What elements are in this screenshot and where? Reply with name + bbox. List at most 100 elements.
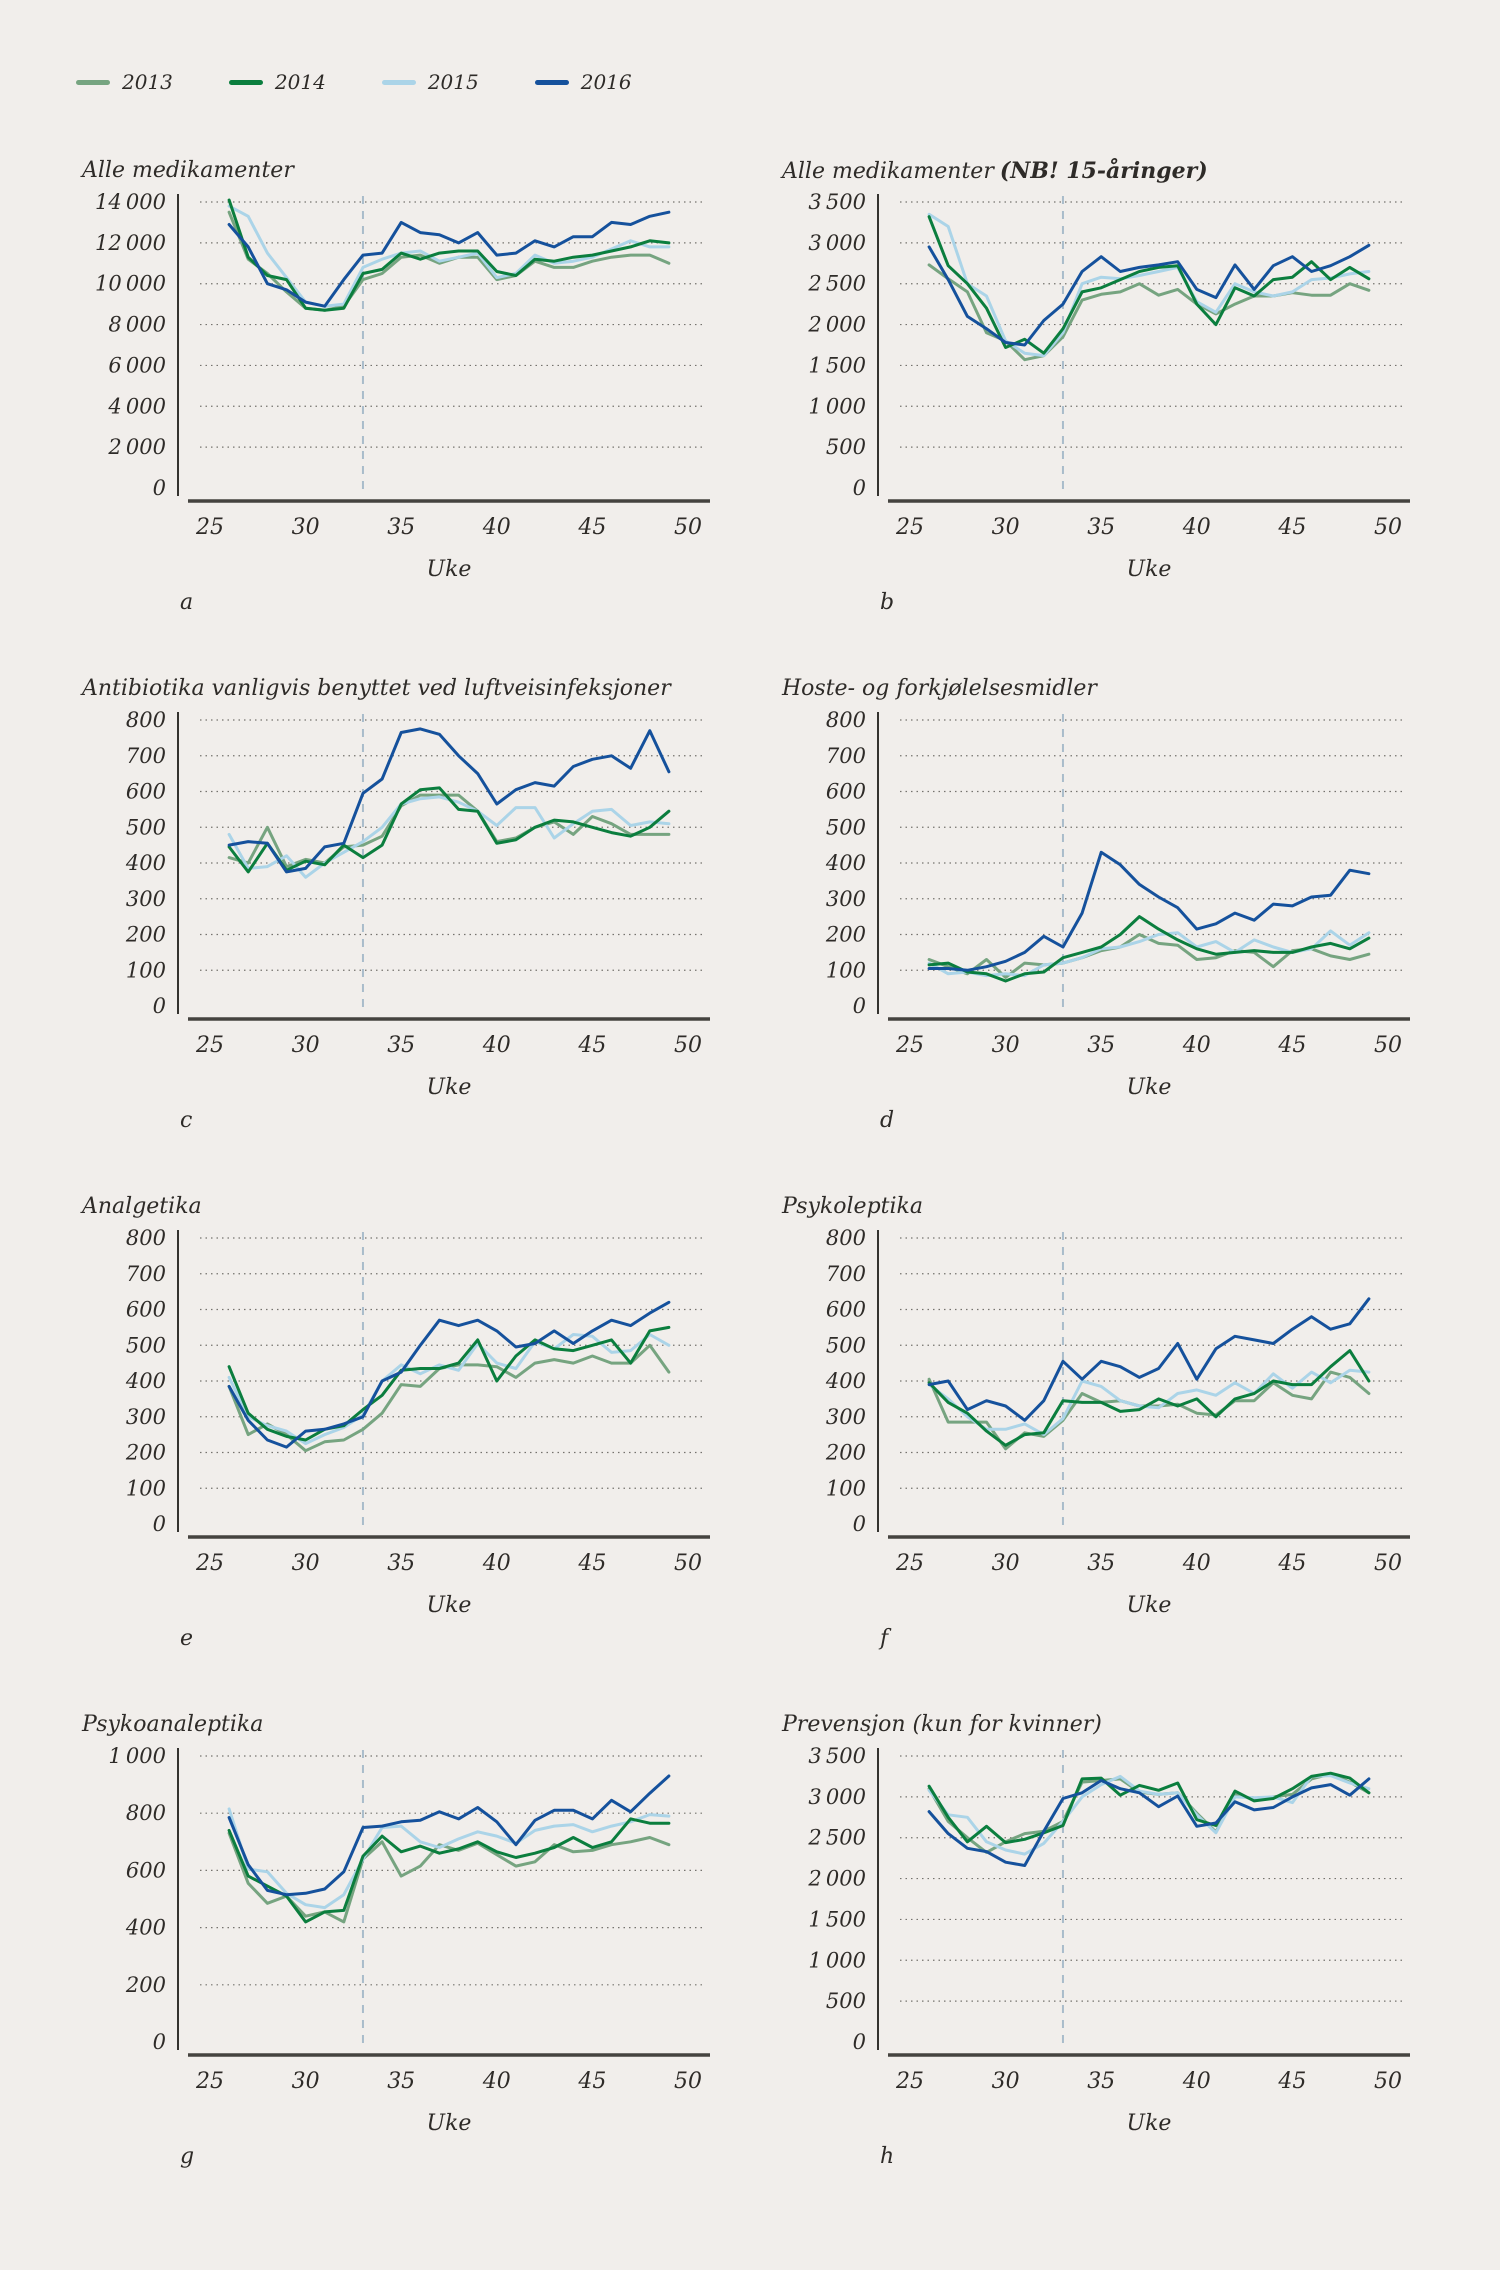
x-axis-label: Uke [1127, 2111, 1172, 2136]
x-axis-label: Uke [1127, 1075, 1172, 1100]
x-tick-label: 50 [674, 1033, 702, 1058]
y-tick-label: 3 000 [808, 1785, 866, 1809]
y-tick-label: 500 [126, 815, 166, 839]
y-tick-label: 2 000 [807, 313, 866, 337]
line-chart: 0 2 000 4 000 6 000 8 000 10 000 12 000 14 000 2… [95, 190, 710, 582]
y-tick-label: 500 [826, 1989, 866, 2013]
x-tick-label: 30 [292, 515, 320, 540]
panel-letter: f [880, 1626, 889, 1651]
x-tick-label: 25 [895, 1033, 924, 1058]
y-tick-label: 700 [126, 1262, 166, 1286]
figure-legend: 2013 2014 2015 2016 [0, 0, 1500, 94]
y-tick-label: 200 [125, 1441, 166, 1465]
y-tick-label: 800 [826, 1226, 866, 1250]
series-line-2014 [227, 1817, 671, 1924]
y-tick-label: 100 [826, 958, 866, 982]
chart-panel-e: Analgetika 0 100 200 300 400 500 600 700 800 25 30 3… [58, 1192, 758, 1654]
x-tick-label: 35 [387, 515, 415, 540]
series-line-2015 [927, 1774, 1371, 1856]
legend-swatch-2016 [534, 79, 569, 85]
x-tick-label: 50 [674, 1551, 702, 1576]
series-line-2016 [227, 1774, 671, 1897]
chart-title-text: Alle medikamenter [782, 159, 994, 184]
chart-title-text: Analgetika [82, 1194, 202, 1219]
y-tick-label: 1 500 [808, 353, 866, 377]
x-tick-label: 50 [1374, 1033, 1402, 1058]
x-tick-label: 35 [1087, 2069, 1115, 2094]
x-tick-label: 45 [1277, 515, 1306, 540]
series-line-2016 [927, 850, 1371, 972]
series-line-2014 [227, 198, 671, 312]
chart-panel-c: Antibiotika vanligvis benyttet ved luftv… [58, 674, 758, 1136]
y-tick-label: 700 [826, 744, 866, 768]
x-tick-label: 25 [895, 1551, 924, 1576]
y-tick-label: 0 [853, 476, 866, 500]
series-line-2014 [227, 1325, 671, 1442]
y-tick-label: 600 [126, 1298, 166, 1322]
panel-letter: g [180, 2144, 195, 2169]
y-tick-label: 800 [126, 1226, 166, 1250]
series-line-2016 [227, 210, 671, 308]
x-tick-label: 35 [387, 2069, 415, 2094]
y-tick-label: 0 [153, 1512, 166, 1536]
line-chart: 0 100 200 300 400 500 600 700 800 25 30 35 40 45 50 Uke [125, 1226, 710, 1618]
line-chart: 0 200 400 600 800 1 000 25 30 35 40 45 50 Uke [108, 1744, 710, 2136]
x-tick-label: 45 [1277, 2069, 1306, 2094]
y-tick-label: 0 [853, 2030, 866, 2054]
y-tick-label: 0 [853, 1512, 866, 1536]
legend-swatch-2014 [228, 79, 263, 85]
y-tick-label: 1 000 [808, 394, 866, 418]
x-tick-label: 45 [577, 1033, 606, 1058]
series-line-2013 [227, 793, 671, 869]
x-tick-label: 25 [195, 2069, 224, 2094]
panel-letter: b [880, 590, 895, 615]
line-chart: 0 100 200 300 400 500 600 700 800 25 30 35 40 45 50 Uke [125, 708, 710, 1100]
y-tick-label: 2 000 [107, 435, 166, 459]
chart-title: Hoste- og forkjølelsesmidler [782, 674, 1458, 706]
panel-letter: e [180, 1626, 194, 1651]
y-tick-label: 800 [126, 1801, 166, 1825]
y-tick-label: 2 000 [807, 1867, 866, 1891]
panel-letter: a [180, 590, 194, 615]
chart-panel-a: Alle medikamenter 0 2 000 4 000 6 000 8 000 10… [58, 156, 758, 618]
x-tick-label: 25 [195, 515, 224, 540]
series-line-2014 [927, 915, 1371, 983]
chart-title: Alle medikamenter (NB! 15-åringer) [782, 156, 1458, 188]
chart-title: Prevensjon (kun for kvinner) [782, 1710, 1458, 1742]
x-tick-label: 30 [992, 2069, 1020, 2094]
y-tick-label: 4 000 [107, 394, 166, 418]
chart-title: Alle medikamenter [82, 156, 758, 188]
y-tick-label: 0 [153, 994, 166, 1018]
x-tick-label: 40 [482, 1551, 511, 1576]
legend-item-2016: 2016 [534, 70, 632, 94]
y-tick-label: 100 [826, 1476, 866, 1500]
x-axis-label: Uke [1127, 557, 1172, 582]
y-tick-label: 6 000 [108, 353, 166, 377]
series-line-2014 [927, 1349, 1371, 1447]
x-tick-label: 25 [195, 1551, 224, 1576]
y-tick-label: 12 000 [95, 231, 166, 255]
y-tick-label: 200 [825, 1441, 866, 1465]
y-tick-label: 600 [126, 1858, 166, 1882]
line-chart: 0 100 200 300 400 500 600 700 800 25 30 35 40 45 50 Uke [825, 708, 1410, 1100]
y-tick-label: 500 [126, 1333, 166, 1357]
y-tick-label: 2 500 [807, 272, 866, 296]
x-tick-label: 45 [577, 515, 606, 540]
legend-swatch-2013 [76, 79, 110, 85]
y-tick-label: 10 000 [95, 272, 166, 296]
y-tick-label: 2 500 [807, 1826, 866, 1850]
y-tick-label: 500 [826, 1333, 866, 1357]
series-line-2014 [227, 786, 671, 874]
chart-title-text: Alle medikamenter [82, 158, 294, 183]
x-tick-label: 25 [195, 1033, 224, 1058]
series-line-2015 [227, 1807, 671, 1910]
y-tick-label: 100 [126, 1476, 166, 1500]
series-line-2013 [927, 263, 1371, 362]
charts-grid: Alle medikamenter 0 2 000 4 000 6 000 8 000 10… [58, 156, 1500, 2172]
y-tick-label: 700 [126, 744, 166, 768]
chart-title-bold-text: (NB! 15-åringer) [999, 158, 1208, 184]
y-tick-label: 1 500 [808, 1907, 866, 1931]
x-tick-label: 30 [992, 1033, 1020, 1058]
x-tick-label: 50 [1374, 2069, 1402, 2094]
legend-label: 2014 [274, 70, 326, 94]
